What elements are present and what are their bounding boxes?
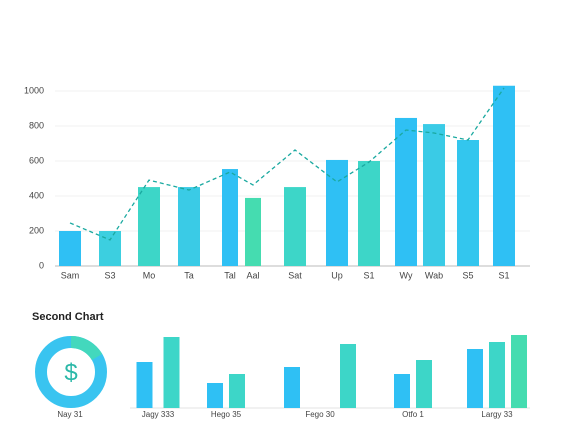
- x-tick-label: S1: [363, 270, 374, 280]
- bar: [59, 231, 81, 266]
- x-tick-label: Aal: [246, 270, 259, 280]
- bar: [245, 197, 261, 266]
- bar: [511, 335, 527, 408]
- y-tick-label: 800: [29, 120, 44, 130]
- y-tick-label: 600: [29, 155, 44, 165]
- x-tick-label: Mo: [143, 270, 156, 280]
- y-tick-label: 400: [29, 190, 44, 200]
- bar: [326, 159, 348, 266]
- x-tick-label: Tal: [224, 270, 236, 280]
- y-tick-label: 0: [39, 260, 44, 270]
- bar: [222, 169, 238, 266]
- bar: [457, 140, 479, 266]
- bar: [136, 362, 153, 408]
- bar: [207, 383, 223, 408]
- bar: [423, 124, 445, 266]
- bar: [467, 349, 483, 408]
- second-chart-title: Second Chart: [32, 311, 104, 323]
- x-tick-label: Otfo 1: [402, 410, 424, 419]
- x-tick-label: Sam: [61, 270, 80, 280]
- x-tick-label: Up: [331, 270, 343, 280]
- bar: [99, 231, 121, 266]
- trend-line: [69, 87, 505, 241]
- x-tick-label: Hego 35: [211, 410, 242, 419]
- bar: [284, 367, 300, 408]
- bar: [138, 187, 160, 266]
- x-tick-label: Ta: [184, 270, 194, 280]
- donut-arc: [70, 335, 103, 361]
- x-tick-label: S1: [498, 270, 509, 280]
- x-tick-label: Wy: [400, 270, 413, 280]
- x-tick-label: Fego 30: [305, 410, 335, 419]
- x-tick-label: S5: [462, 270, 473, 280]
- x-tick-label: Jagy 333: [142, 410, 175, 419]
- bar: [493, 85, 515, 266]
- x-tick-label: Wab: [425, 270, 443, 280]
- bar: [358, 161, 380, 266]
- x-tick-label: S3: [104, 270, 115, 280]
- y-tick-label: 200: [29, 225, 44, 235]
- bar: [340, 344, 356, 408]
- bar: [489, 342, 505, 408]
- bar: [395, 117, 417, 266]
- bar: [178, 187, 200, 266]
- donut-symbol: $: [64, 359, 77, 386]
- bar: [284, 187, 306, 266]
- x-tick-label: Largy 33: [481, 410, 513, 419]
- bar: [416, 360, 432, 408]
- x-tick-label: Sat: [288, 270, 302, 280]
- bar: [394, 374, 410, 408]
- bar: [229, 374, 245, 408]
- bar: [163, 337, 180, 408]
- y-tick-label: 1000: [24, 85, 44, 95]
- x-tick-label: Nay 31: [57, 410, 83, 419]
